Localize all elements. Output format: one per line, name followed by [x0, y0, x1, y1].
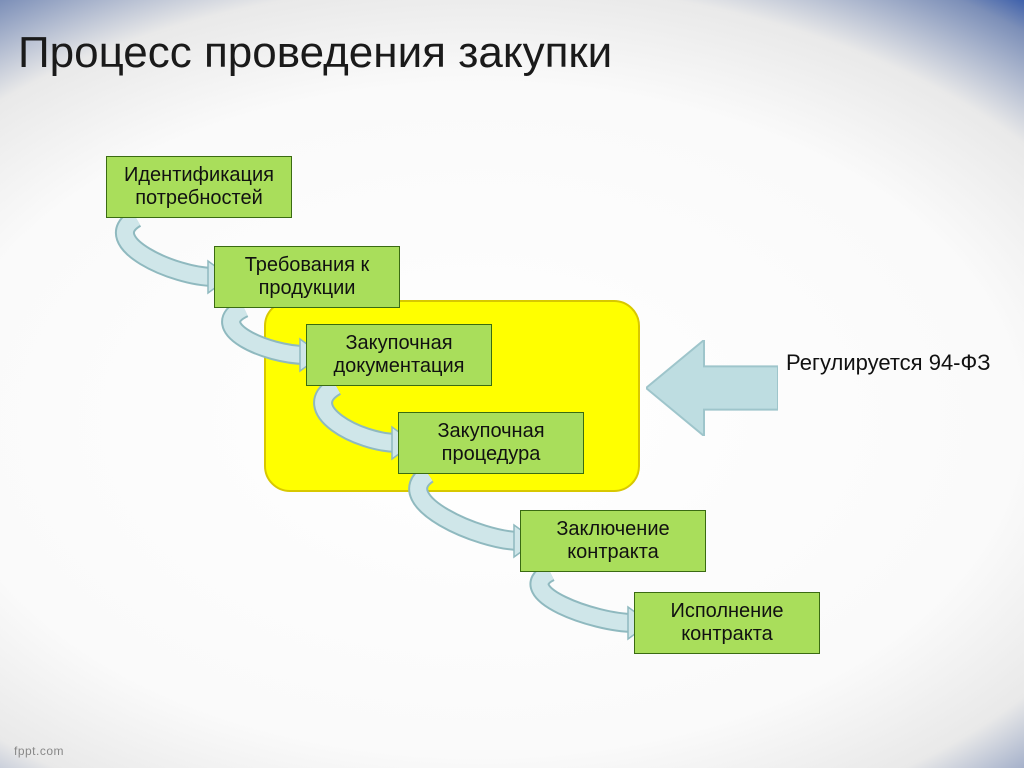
- regulation-arrow-shape: [646, 340, 778, 436]
- step-s6: Исполнениеконтракта: [634, 592, 820, 654]
- diagram-canvas: Регулируется 94-ФЗ Идентификацияпотребно…: [0, 0, 1024, 768]
- step-s2: Требования кпродукции: [214, 246, 400, 308]
- regulation-label: Регулируется 94-ФЗ: [786, 350, 991, 376]
- step-s3: Закупочнаядокументация: [306, 324, 492, 386]
- step-s5: Заключениеконтракта: [520, 510, 706, 572]
- footer-credit: fppt.com: [14, 744, 64, 758]
- regulation-arrow: [646, 340, 778, 436]
- step-s4: Закупочнаяпроцедура: [398, 412, 584, 474]
- slide: Процесс проведения закупки Регулируется …: [0, 0, 1024, 768]
- step-s1: Идентификацияпотребностей: [106, 156, 292, 218]
